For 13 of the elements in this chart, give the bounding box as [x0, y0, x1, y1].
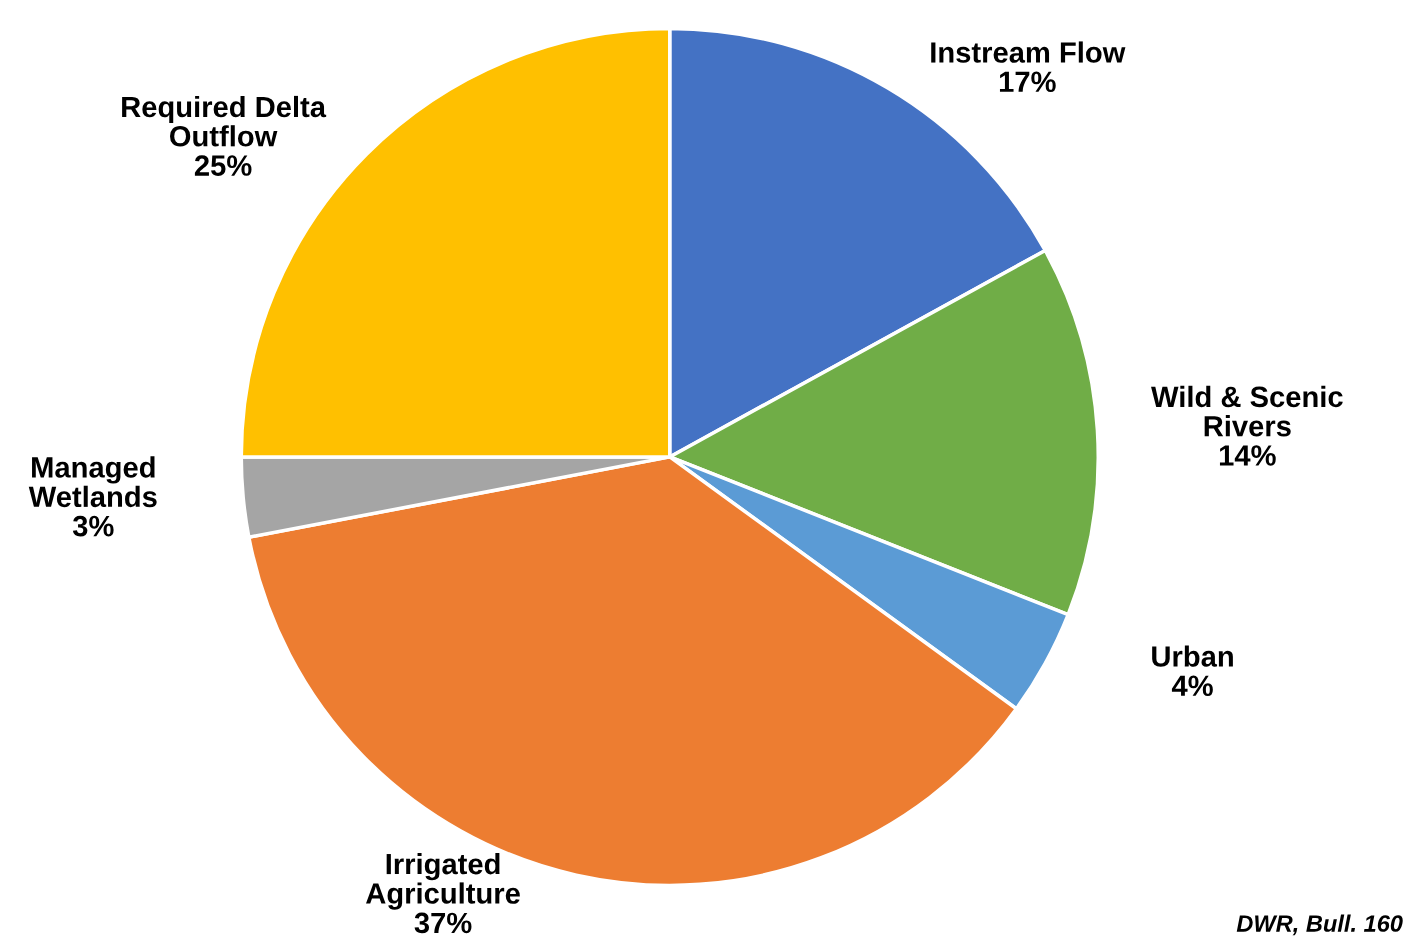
data-label: 37%	[414, 912, 472, 934]
slice-label: Wild & Scenic Rivers	[1151, 385, 1343, 437]
slice-label: Irrigated Agriculture	[366, 852, 520, 910]
data-label: 25%	[194, 155, 252, 176]
slice-label: Instream Flow	[931, 41, 1126, 63]
slice-label: Urban	[1152, 645, 1233, 667]
slice-label: Managed Wetlands	[28, 456, 157, 508]
data-label: 14%	[1219, 445, 1276, 466]
data-label: 4%	[1171, 675, 1213, 697]
data-label: 17%	[999, 71, 1056, 93]
slice-label: Required Delta Outflow	[122, 95, 327, 147]
text: DWR, Bull. 160	[1236, 914, 1403, 936]
data-label: 3%	[72, 515, 114, 537]
